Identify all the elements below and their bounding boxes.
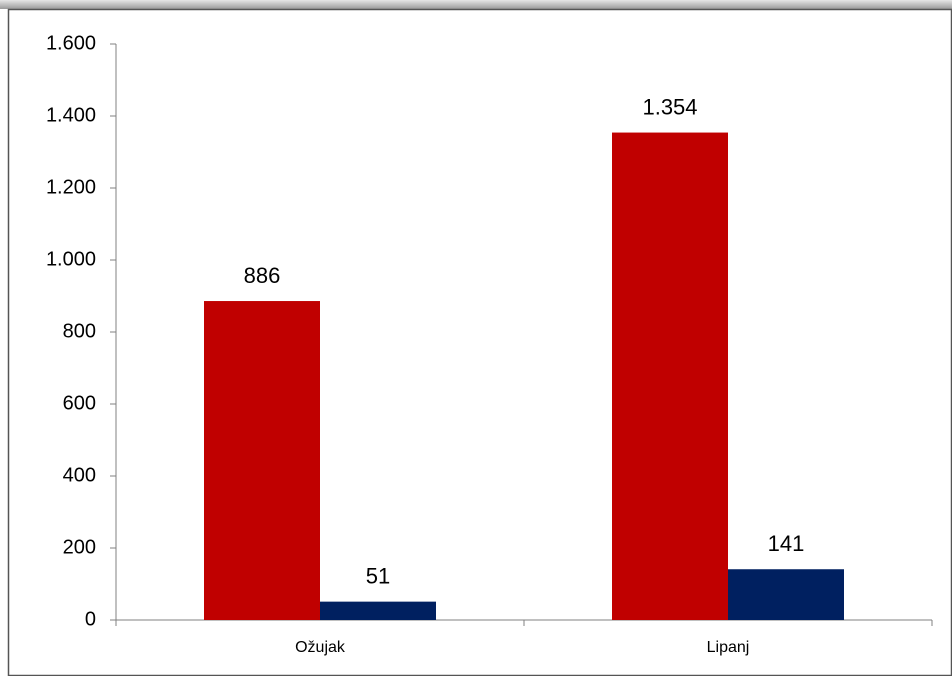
x-tick-label: Ožujak (295, 639, 346, 656)
bar (728, 569, 844, 620)
y-tick-label: 1.400 (46, 104, 96, 126)
y-tick-label: 400 (63, 464, 96, 486)
data-label: 141 (768, 531, 805, 556)
y-tick-label: 200 (63, 536, 96, 558)
bar (612, 132, 728, 620)
y-tick-label: 0 (85, 608, 96, 630)
data-label: 51 (366, 563, 390, 588)
bar (320, 601, 436, 620)
y-tick-label: 1.000 (46, 248, 96, 270)
data-label: 1.354 (642, 94, 697, 119)
x-tick-label: Lipanj (707, 639, 750, 656)
data-label: 886 (244, 263, 281, 288)
y-tick-label: 1.200 (46, 176, 96, 198)
chart-frame (7, 8, 952, 676)
window-top-bar (0, 0, 952, 9)
y-tick-label: 800 (63, 320, 96, 342)
y-tick-label: 600 (63, 392, 96, 414)
bar (204, 301, 320, 620)
y-tick-label: 1.600 (46, 32, 96, 54)
